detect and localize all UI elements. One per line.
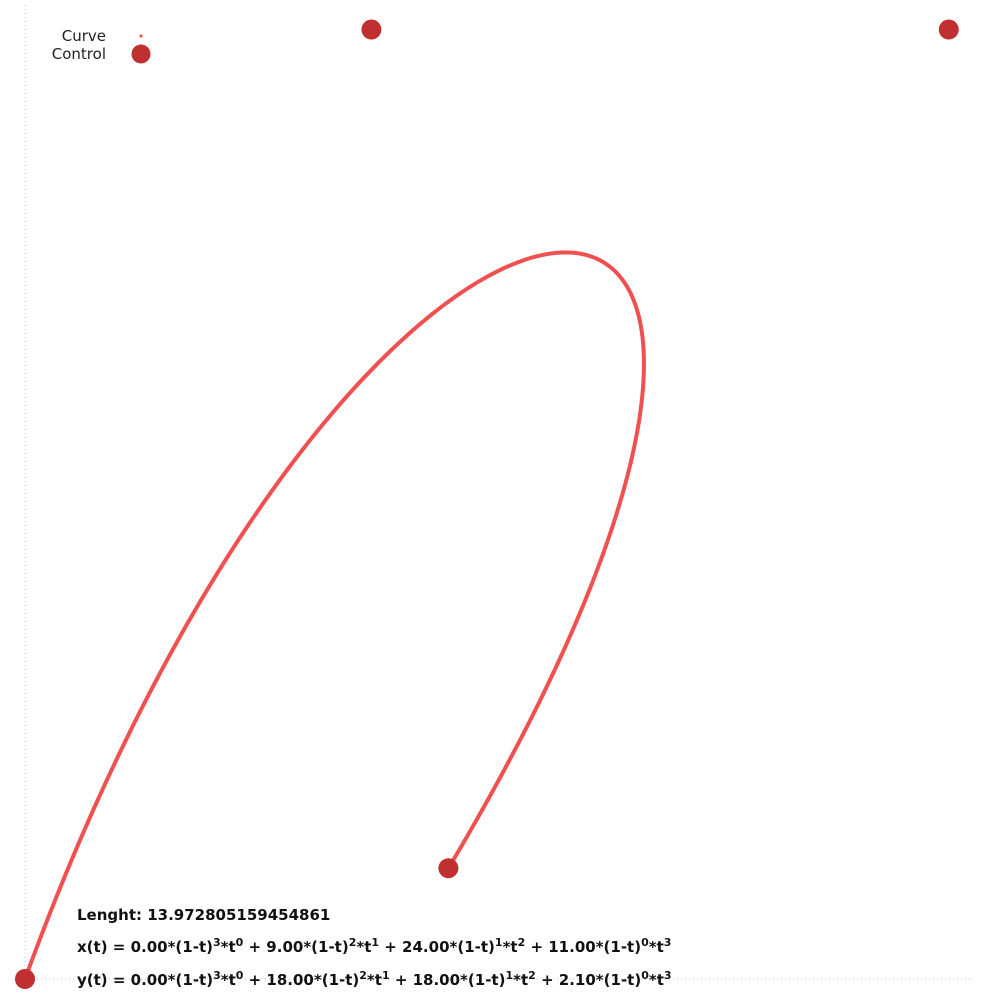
legend-label-control: Control	[52, 45, 106, 63]
formula-term-4: + 9.00*(1-t)	[243, 938, 348, 956]
control-point-0	[15, 969, 35, 989]
formula-exponent-13: 0	[641, 969, 649, 982]
formula-term-8: + 24.00*(1-t)	[379, 938, 495, 956]
legend: Curve Control	[52, 27, 151, 64]
formula-term-6: *t	[356, 938, 371, 956]
curve-layer	[23, 250, 646, 981]
formula-term-2: *t	[221, 938, 236, 956]
formula-term-10: *t	[513, 971, 528, 989]
bezier-curve-line	[23, 250, 646, 981]
control-layer	[15, 19, 959, 989]
y-formula: y(t) = 0.00*(1-t)3*t0 + 18.00*(1-t)2*t1 …	[77, 969, 672, 989]
formula-term-12: + 11.00*(1-t)	[525, 938, 641, 956]
formula-exponent-15: 3	[664, 969, 672, 982]
formula-exponent-15: 3	[664, 936, 672, 949]
formula-exponent-7: 1	[371, 936, 379, 949]
formula-term-10: *t	[503, 938, 518, 956]
formula-exponent-9: 1	[495, 936, 503, 949]
formula-exponent-11: 2	[518, 936, 526, 949]
legend-marker-curve	[139, 34, 143, 38]
x-formula: x(t) = 0.00*(1-t)3*t0 + 9.00*(1-t)2*t1 +…	[77, 936, 671, 956]
formula-term-14: *t	[649, 938, 664, 956]
formula-exponent-1: 3	[213, 969, 221, 982]
formula-exponent-3: 0	[236, 936, 244, 949]
formula-exponent-3: 0	[236, 969, 244, 982]
formula-exponent-5: 2	[359, 969, 367, 982]
control-point-1	[361, 19, 382, 40]
legend-marker-control	[131, 44, 151, 64]
formula-term-0: x(t) = 0.00*(1-t)	[77, 938, 213, 956]
formula-term-8: + 18.00*(1-t)	[390, 971, 506, 989]
formula-exponent-9: 1	[505, 969, 513, 982]
formula-term-2: *t	[221, 971, 236, 989]
formula-exponent-1: 3	[213, 936, 221, 949]
formula-term-14: *t	[649, 971, 664, 989]
control-point-3	[438, 858, 459, 879]
formula-exponent-5: 2	[349, 936, 357, 949]
formula-exponent-7: 1	[382, 969, 390, 982]
length-label: Lenght: 13.972805159454861	[77, 906, 330, 924]
formula-term-0: y(t) = 0.00*(1-t)	[77, 971, 213, 989]
formula-term-6: *t	[367, 971, 382, 989]
formula-exponent-13: 0	[641, 936, 649, 949]
legend-label-curve: Curve	[62, 27, 106, 45]
formula-exponent-11: 2	[528, 969, 536, 982]
formula-term-12: + 2.10*(1-t)	[536, 971, 641, 989]
formula-term-4: + 18.00*(1-t)	[243, 971, 359, 989]
control-point-2	[938, 19, 959, 40]
